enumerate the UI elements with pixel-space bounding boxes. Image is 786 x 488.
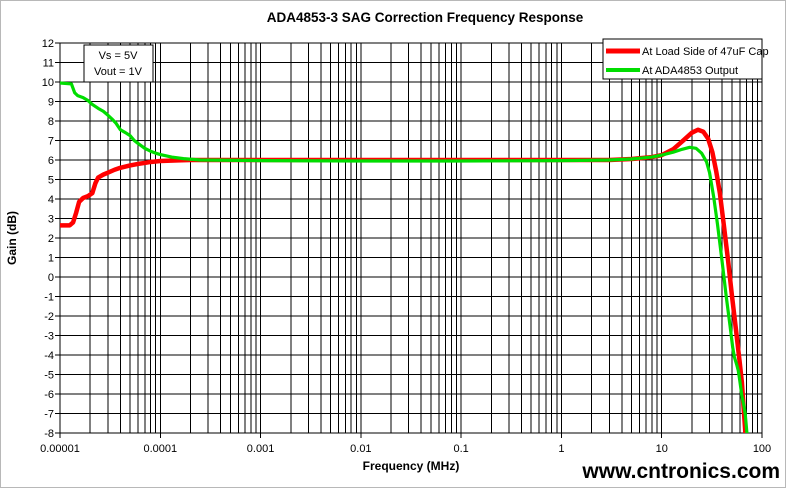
y-tick-label: -1 (44, 292, 54, 304)
annotation-vs: Vs = 5V (99, 50, 138, 62)
x-tick-label: 0.0001 (143, 443, 177, 455)
curve-load-side (60, 127, 748, 433)
x-tick-label: 1 (558, 443, 564, 455)
y-tick-label: 6 (48, 155, 54, 167)
y-tick-label: 7 (48, 136, 54, 148)
y-tick-label: 8 (48, 116, 54, 128)
x-axis-label: Frequency (MHz) (363, 459, 460, 473)
curves (60, 81, 749, 433)
x-tick-label: 0.00001 (40, 443, 80, 455)
grid (55, 42, 763, 438)
y-tick-label: 1 (48, 253, 54, 265)
legend-label-load-side: At Load Side of 47uF Cap (642, 46, 769, 58)
annotation-box-frame (83, 44, 154, 83)
y-tick-label: 4 (48, 194, 54, 206)
y-tick-label: 10 (42, 77, 54, 89)
x-tick-label: 0.1 (453, 443, 468, 455)
y-tick-label: 12 (42, 38, 54, 50)
y-tick-label: 9 (48, 97, 54, 109)
plot-frame (59, 42, 763, 434)
y-tick-label: -8 (44, 428, 54, 440)
x-axis-tick-labels: 0.00001 0.0001 0.001 0.01 0.1 1 10 100 (40, 443, 771, 455)
x-tick-label: 100 (753, 443, 771, 455)
x-tick-label: 0.001 (247, 443, 275, 455)
chart-title: ADA4853-3 SAG Correction Frequency Respo… (267, 10, 584, 25)
y-tick-label: 3 (48, 214, 54, 226)
legend: At Load Side of 47uF Cap At ADA4853 Outp… (602, 38, 769, 80)
legend-label-ada-output: At ADA4853 Output (642, 65, 738, 77)
curve-ada-output (60, 81, 749, 433)
y-tick-label: -2 (44, 311, 54, 323)
annotation-vout: Vout = 1V (94, 66, 143, 78)
y-tick-label: 11 (43, 58, 54, 70)
annotation-box: Vs = 5V Vout = 1V (83, 44, 154, 83)
watermark: www.cntronics.com (581, 460, 780, 483)
y-tick-label: -7 (44, 409, 54, 421)
y-tick-label: -3 (44, 331, 54, 343)
y-tick-label: 5 (48, 175, 54, 187)
y-tick-label: -6 (44, 389, 54, 401)
y-axis-label: Gain (dB) (5, 211, 19, 265)
y-tick-label: -4 (44, 350, 54, 362)
legend-frame (602, 38, 763, 80)
y-tick-label: 2 (48, 233, 54, 245)
y-tick-label: 0 (48, 272, 54, 284)
x-tick-label: 0.01 (350, 443, 371, 455)
y-tick-label: -5 (44, 370, 54, 382)
x-tick-label: 10 (656, 443, 668, 455)
